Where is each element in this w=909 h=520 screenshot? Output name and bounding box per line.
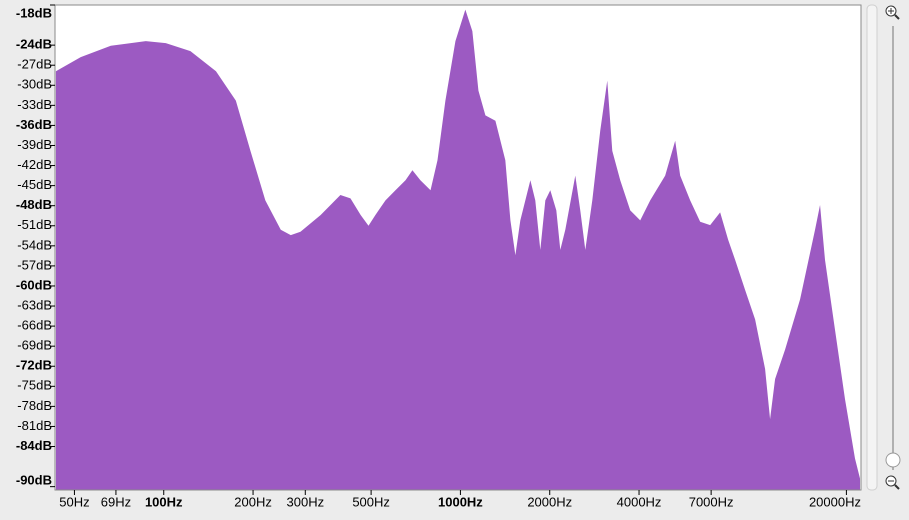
x-tick-label: 200Hz <box>234 494 272 509</box>
x-tick-label: 4000Hz <box>617 494 662 509</box>
y-tick-label: -81dB <box>17 418 52 433</box>
plot-border <box>54 4 862 491</box>
zoom-slider[interactable] <box>866 4 901 491</box>
y-tick-label: -24dB <box>16 37 52 52</box>
y-tick-label: -75dB <box>17 378 52 393</box>
scrollbar[interactable] <box>866 4 878 491</box>
x-tick-label: 7000Hz <box>689 494 734 509</box>
y-tick-label: -63dB <box>17 297 52 312</box>
y-tick-label: -42dB <box>17 157 52 172</box>
y-tick-label: -66dB <box>17 318 52 333</box>
y-tick-label: -27dB <box>17 57 52 72</box>
y-tick-label: -72dB <box>16 358 52 373</box>
x-tick-label: 50Hz <box>59 494 89 509</box>
y-tick-label: -18dB <box>16 5 52 20</box>
y-tick-label: -78dB <box>17 398 52 413</box>
x-tick-label: 100Hz <box>145 494 183 509</box>
y-tick-label: -90dB <box>16 472 52 487</box>
y-tick-label: -36dB <box>16 117 52 132</box>
x-tick-label: 20000Hz <box>809 494 861 509</box>
y-tick-label: -60dB <box>16 277 52 292</box>
x-tick-label: 1000Hz <box>438 494 483 509</box>
y-tick-label: -57dB <box>17 257 52 272</box>
y-tick-label: -39dB <box>17 137 52 152</box>
y-tick-label: -54dB <box>17 237 52 252</box>
y-tick-label: -48dB <box>16 197 52 212</box>
slider-knob[interactable] <box>885 452 901 468</box>
y-tick-label: -45dB <box>17 177 52 192</box>
x-tick-label: 2000Hz <box>527 494 572 509</box>
y-tick-label: -33dB <box>17 97 52 112</box>
y-tick-label: -69dB <box>17 338 52 353</box>
spectrum-area <box>55 9 861 490</box>
y-tick-label: -84dB <box>16 438 52 453</box>
x-tick-label: 69Hz <box>101 494 131 509</box>
zoom-out-icon-part <box>894 484 900 490</box>
zoom-in-icon-part <box>894 14 900 20</box>
y-tick-label: -51dB <box>17 217 52 232</box>
y-tick-label: -30dB <box>17 77 52 92</box>
x-tick-label: 300Hz <box>287 494 325 509</box>
x-tick-label: 500Hz <box>352 494 390 509</box>
